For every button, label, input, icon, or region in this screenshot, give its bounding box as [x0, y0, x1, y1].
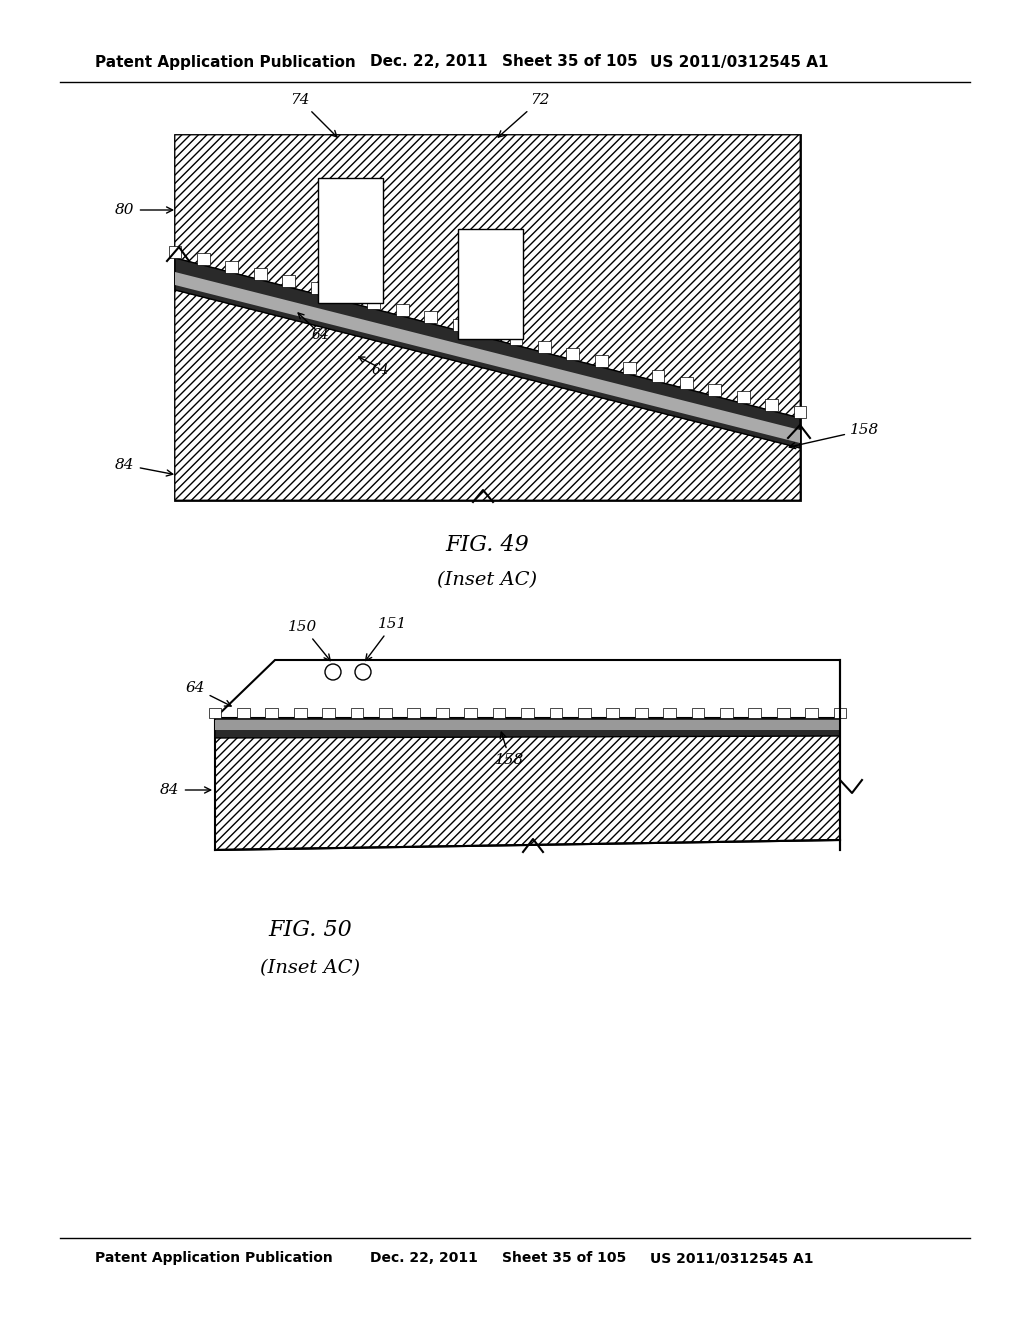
Bar	[169, 246, 181, 257]
Bar	[737, 392, 750, 404]
Bar	[225, 260, 239, 272]
Text: Sheet 35 of 105: Sheet 35 of 105	[502, 1251, 627, 1265]
Text: 151: 151	[366, 616, 408, 660]
Bar	[481, 326, 494, 338]
Bar	[294, 708, 306, 718]
Text: FIG. 49: FIG. 49	[445, 535, 529, 556]
Bar	[175, 135, 800, 500]
Bar	[521, 708, 534, 718]
Text: 158: 158	[496, 733, 524, 767]
Polygon shape	[175, 272, 800, 444]
Text: 158: 158	[790, 422, 880, 449]
Bar	[805, 708, 818, 718]
Bar	[749, 708, 761, 718]
Bar	[254, 268, 266, 280]
Polygon shape	[215, 719, 840, 730]
Text: 74: 74	[290, 92, 337, 137]
Bar	[765, 399, 778, 411]
Text: 64: 64	[185, 681, 231, 706]
Bar	[680, 378, 693, 389]
Text: FIG. 50: FIG. 50	[268, 919, 352, 941]
Bar	[538, 341, 551, 352]
Text: US 2011/0312545 A1: US 2011/0312545 A1	[650, 54, 828, 70]
Bar	[550, 708, 562, 718]
Text: (Inset AC): (Inset AC)	[437, 572, 538, 589]
Text: 72: 72	[499, 92, 550, 137]
Bar	[566, 347, 580, 360]
Polygon shape	[317, 178, 383, 302]
Text: 64: 64	[311, 327, 329, 342]
Polygon shape	[215, 718, 840, 738]
Polygon shape	[458, 228, 522, 339]
Bar	[350, 708, 364, 718]
Bar	[493, 708, 506, 718]
Bar	[709, 384, 721, 396]
Bar	[368, 297, 380, 309]
Bar	[720, 708, 733, 718]
Bar	[453, 318, 466, 331]
Bar	[237, 708, 250, 718]
Bar	[265, 708, 279, 718]
Bar	[664, 708, 676, 718]
Text: Patent Application Publication: Patent Application Publication	[95, 54, 355, 70]
Text: (Inset AC): (Inset AC)	[260, 960, 360, 977]
Bar	[691, 708, 705, 718]
Bar	[323, 708, 335, 718]
Text: 84: 84	[116, 458, 173, 477]
Bar	[209, 708, 221, 718]
Bar	[283, 275, 295, 286]
Bar	[408, 708, 420, 718]
Text: 64: 64	[371, 363, 389, 378]
Bar	[777, 708, 790, 718]
Bar	[510, 333, 522, 346]
Polygon shape	[215, 718, 840, 850]
Bar	[635, 708, 647, 718]
Text: Sheet 35 of 105: Sheet 35 of 105	[502, 54, 638, 70]
Text: 84: 84	[160, 783, 211, 797]
Bar	[794, 407, 806, 418]
Bar	[464, 708, 477, 718]
Bar	[310, 282, 324, 294]
Bar	[606, 708, 620, 718]
Circle shape	[325, 664, 341, 680]
Text: 150: 150	[289, 620, 331, 660]
Bar	[595, 355, 607, 367]
Bar	[651, 370, 665, 381]
Polygon shape	[215, 660, 840, 718]
Bar	[624, 363, 636, 375]
Bar	[834, 708, 847, 718]
Polygon shape	[175, 290, 800, 500]
Bar	[197, 253, 210, 265]
Text: 80: 80	[116, 203, 173, 216]
Bar	[339, 289, 352, 302]
Polygon shape	[175, 135, 800, 418]
Bar	[396, 304, 409, 317]
Text: Dec. 22, 2011: Dec. 22, 2011	[370, 54, 487, 70]
Text: Patent Application Publication: Patent Application Publication	[95, 1251, 333, 1265]
Bar	[436, 708, 449, 718]
Bar	[424, 312, 437, 323]
Text: Dec. 22, 2011: Dec. 22, 2011	[370, 1251, 478, 1265]
Bar	[578, 708, 591, 718]
Bar	[379, 708, 392, 718]
Polygon shape	[175, 257, 800, 447]
Circle shape	[355, 664, 371, 680]
Text: US 2011/0312545 A1: US 2011/0312545 A1	[650, 1251, 813, 1265]
